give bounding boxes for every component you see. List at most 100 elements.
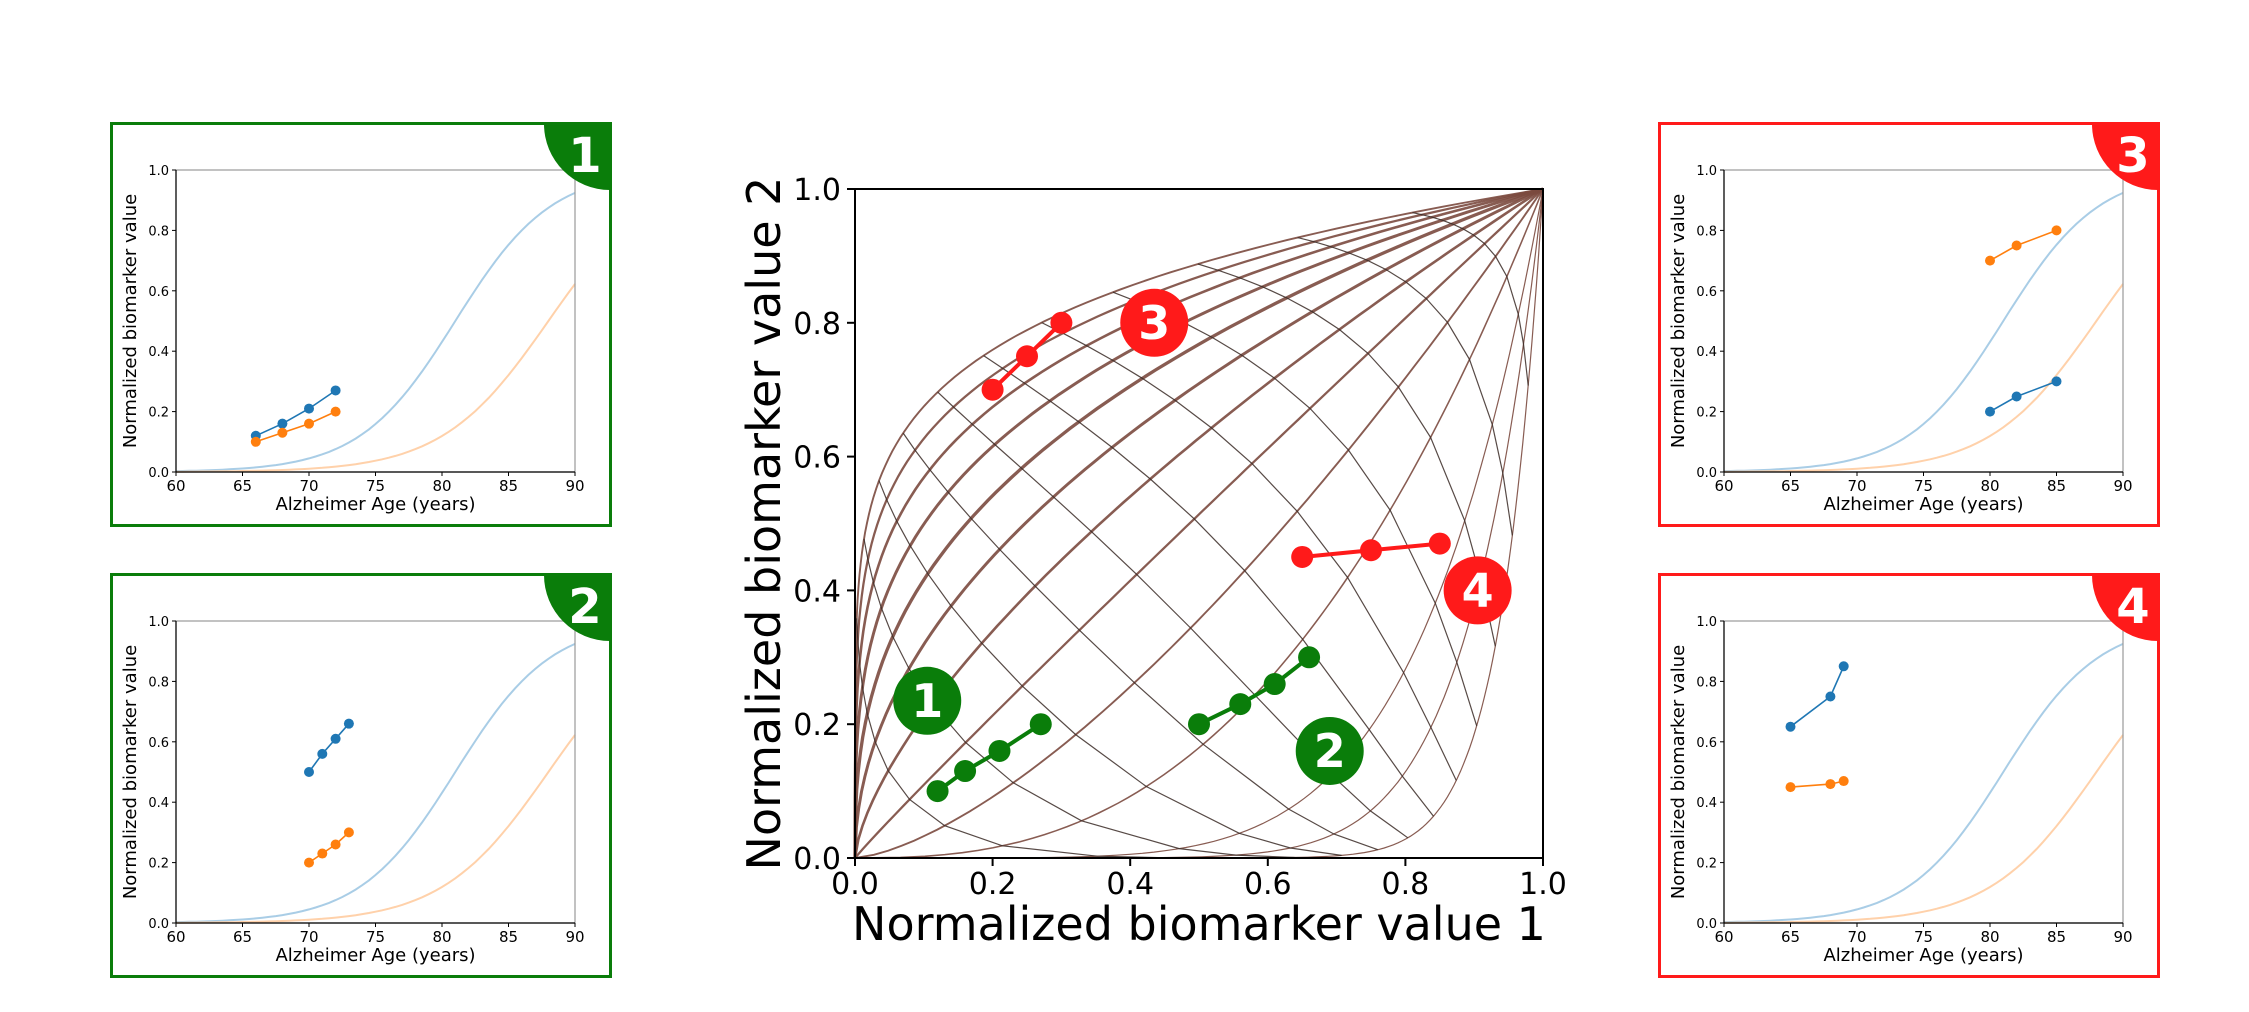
panel-3-chart: 60 65 70 75 80 85 90 0.0 0.2 0.4 0.6 0.8 1.0 Alzheime…: [1658, 122, 2160, 527]
panel-2-x-tick-label: 60: [166, 928, 185, 946]
panel-3-x-tick-label: 70: [1847, 477, 1866, 495]
panel-3-x-tick-label: 60: [1714, 477, 1733, 495]
central-x-tick-label: 0.2: [969, 867, 1017, 902]
panel-4-chart: 60 65 70 75 80 85 90 0.0 0.2 0.4 0.6 0.8 1.0 Alzheime…: [1658, 573, 2160, 978]
panel-1-x-tick-label: 60: [166, 477, 185, 495]
panel-2-x-tick-label: 90: [565, 928, 584, 946]
panel-4-badge: 4: [2092, 574, 2159, 641]
central-x-tick-label: 0.0: [831, 867, 879, 902]
panel-2-badge: 2: [544, 574, 611, 641]
central-x-axis-label: Normalized biomarker value 1: [852, 897, 1546, 951]
panel-2-series-orange-point: [304, 857, 314, 868]
panel-3-axes-frame: [1723, 169, 2124, 473]
panel-2-y-axis-label: Normalized biomarker value: [120, 645, 141, 899]
central-series-1-point: [926, 780, 949, 803]
central-series-1-point: [988, 739, 1011, 762]
panel-4-y-tick-label: 1.0: [1696, 615, 1717, 630]
panel-3-series-blue-point: [1985, 406, 1995, 417]
panel-1-x-axis-label: Alzheimer Age (years): [275, 494, 475, 515]
panel-1-y-tick-label: 0.2: [148, 406, 169, 421]
panel-1-x-tick-label: 75: [366, 477, 385, 495]
central-series-2-point: [1298, 646, 1321, 669]
manifold-crossline-6: [983, 355, 1434, 817]
panel-1-y-tick-label: 0.6: [148, 285, 169, 300]
panel-2-series-orange-point: [330, 839, 341, 850]
panel-4-x-tick-label: 80: [1980, 928, 1999, 946]
panel-4-axes-frame: [1723, 620, 2124, 924]
panel-1-y-tick-label: 0.4: [148, 345, 169, 360]
manifold-crossline-4: [902, 432, 1379, 851]
panel-1-series-orange-point: [330, 406, 341, 417]
panel-2-series-blue-point: [317, 748, 328, 759]
panel-4-y-tick-label: 0.0: [1696, 917, 1717, 932]
central-badge-4: 4: [1443, 556, 1512, 625]
panel-4-x-tick-label: 85: [2047, 928, 2066, 946]
central-badge-circle: [893, 666, 962, 735]
panel-3-series-orange-point: [2051, 225, 2062, 236]
panel-4-y-tick-label: 0.2: [1696, 857, 1717, 872]
panel-1-x-tick-label: 90: [565, 477, 584, 495]
panel-3-x-tick-label: 90: [2113, 477, 2132, 495]
manifold-crossline-11: [1412, 212, 1529, 386]
panel-1-y-axis-label: Normalized biomarker value: [120, 194, 141, 448]
central-y-tick-label: 0.4: [793, 574, 841, 609]
central-axes-frame: [854, 188, 1544, 859]
central-series-1-point: [1029, 713, 1052, 736]
panel-2-x-tick-label: 85: [499, 928, 518, 946]
panel-1-y-tick-label: 0.8: [148, 224, 169, 239]
panel-2-badge-circle: [544, 574, 611, 641]
panel-3-badge-circle: [2092, 123, 2159, 190]
central-x-tick-label: 0.4: [1106, 867, 1154, 902]
panel-3-x-tick-label: 85: [2047, 477, 2066, 495]
panel-1-series-blue-point: [277, 418, 288, 429]
panel-3-y-axis-label: Normalized biomarker value: [1668, 194, 1689, 448]
panel-2-badge-label: 2: [568, 579, 601, 635]
panel-1-series-orange-point: [304, 418, 314, 429]
panel-3-badge-label: 3: [2116, 128, 2149, 184]
panel-4-series-blue-line: [1790, 665, 1845, 728]
panel-4-badge-circle: [2092, 574, 2159, 641]
panel-2-background-curve-1: [176, 734, 576, 924]
panel-1-badge-label: 1: [568, 128, 601, 184]
panel-2-series-orange-point: [343, 827, 354, 838]
panel-2-background-curve-0: [175, 642, 576, 924]
panel-2-y-tick-label: 0.6: [148, 736, 169, 751]
panel-2-y-tick-label: 0.8: [148, 675, 169, 690]
central-badge-label: 2: [1314, 724, 1346, 778]
panel-3-y-tick-label: 0.2: [1696, 406, 1717, 421]
panel-2-x-tick-label: 70: [299, 928, 318, 946]
panel-1-frame: [110, 122, 612, 527]
panel-2-x-tick-label: 80: [432, 928, 451, 946]
panel-2-series-blue-point: [304, 767, 314, 777]
panel-3-y-tick-label: 0.6: [1696, 285, 1717, 300]
central-y-tick-label: 0.8: [793, 307, 841, 342]
central-x-tick-label: 1.0: [1519, 867, 1567, 902]
central-y-tick-label: 0.0: [793, 842, 841, 877]
panel-4-background-curve-0: [1723, 642, 2124, 924]
central-badge-label: 3: [1138, 296, 1170, 350]
panel-3-badge: 3: [2092, 123, 2159, 190]
panel-1-x-tick-label: 65: [233, 477, 252, 495]
central-series-2-point: [1229, 693, 1252, 716]
panel-4-y-tick-label: 0.4: [1696, 796, 1717, 811]
panel-1-series-orange-line: [255, 410, 336, 443]
panel-3-y-tick-label: 1.0: [1696, 164, 1717, 179]
panel-3-series-orange-point: [1985, 255, 1995, 266]
central-series-4-point: [1360, 539, 1382, 562]
panel-1-badge-circle: [544, 123, 611, 190]
panel-3-x-tick-label: 80: [1980, 477, 1999, 495]
panel-4-badge-label: 4: [2116, 579, 2149, 635]
panel-1-background-curve-0: [175, 191, 576, 473]
manifold-crossline-1: [856, 618, 1225, 859]
panel-3-series-blue-line: [1989, 380, 2057, 413]
manifold-grid: [853, 187, 1544, 859]
panel-2-series-orange-line: [308, 831, 350, 864]
panel-3-series-blue-point: [2051, 376, 2062, 387]
panel-2-chart: 60 65 70 75 80 85 90 0.0 0.2 0.4 0.6 0.8 1.0 Alzheime…: [110, 573, 612, 978]
panel-1-y-tick-label: 1.0: [148, 164, 169, 179]
manifold-crossline-9: [1197, 263, 1496, 647]
panel-4-background-curve-1: [1724, 734, 2124, 924]
central-x-tick-label: 0.8: [1382, 867, 1430, 902]
panel-4-x-tick-label: 70: [1847, 928, 1866, 946]
